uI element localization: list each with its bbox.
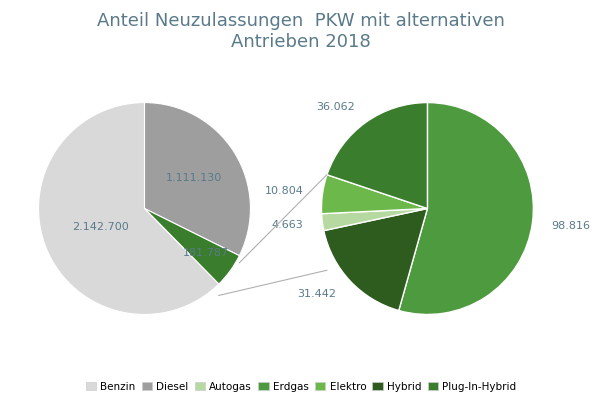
Wedge shape <box>324 209 427 310</box>
Text: 1.111.130: 1.111.130 <box>166 173 222 183</box>
Wedge shape <box>39 103 219 314</box>
Text: 36.062: 36.062 <box>315 102 355 112</box>
Wedge shape <box>327 103 427 209</box>
Text: 181.787: 181.787 <box>183 248 229 258</box>
Legend: Benzin, Diesel, Autogas, Erdgas, Elektro, Hybrid, Plug-In-Hybrid: Benzin, Diesel, Autogas, Erdgas, Elektro… <box>81 377 521 396</box>
Text: 31.442: 31.442 <box>297 289 337 299</box>
Text: 10.804: 10.804 <box>265 186 303 196</box>
Text: Anteil Neuzulassungen  PKW mit alternativen
Antrieben 2018: Anteil Neuzulassungen PKW mit alternativ… <box>97 12 505 51</box>
Wedge shape <box>399 103 533 314</box>
Wedge shape <box>321 175 427 214</box>
Wedge shape <box>321 209 427 231</box>
Text: 98.816: 98.816 <box>551 221 591 231</box>
Wedge shape <box>144 103 250 256</box>
Wedge shape <box>144 209 240 284</box>
Text: 2.142.700: 2.142.700 <box>72 222 129 232</box>
Text: 4.663: 4.663 <box>272 220 303 230</box>
